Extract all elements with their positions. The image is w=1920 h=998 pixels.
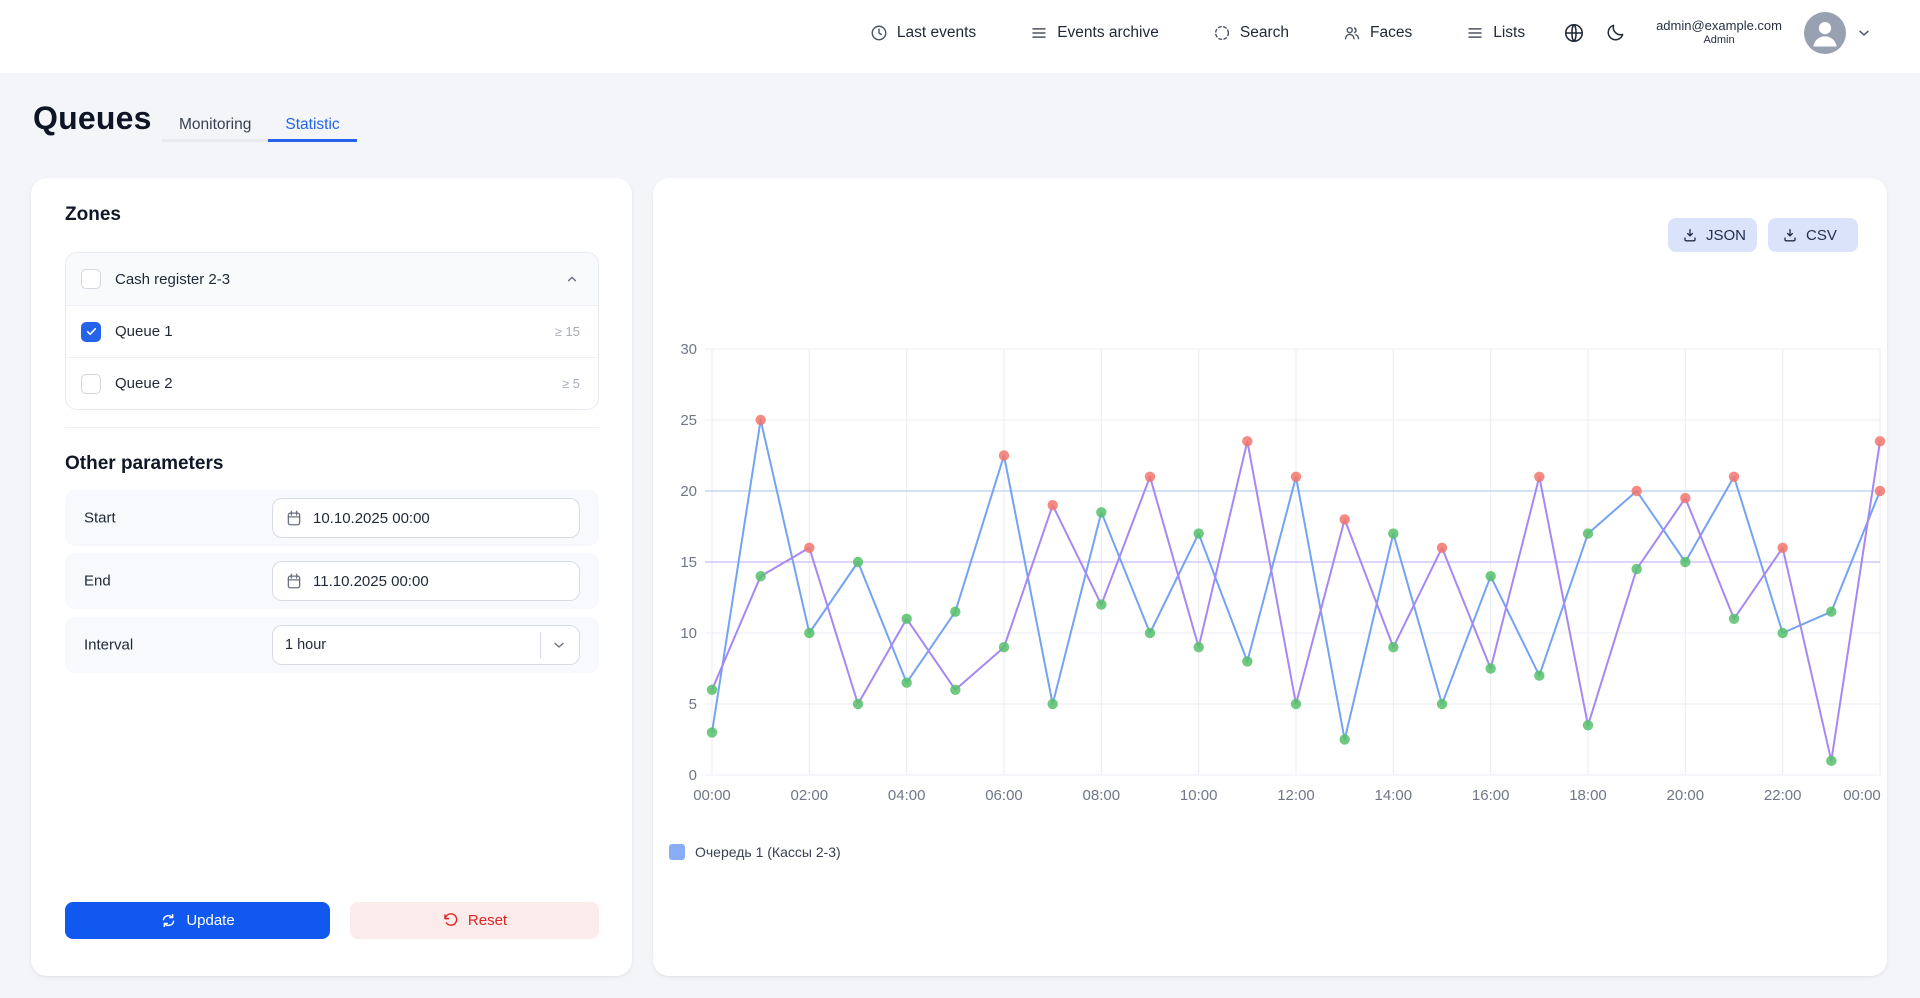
queue-threshold: ≥ 15 (554, 324, 580, 339)
tab-statistic[interactable]: Statistic (268, 108, 357, 142)
interval-param-row: Interval 1 hour (65, 617, 599, 673)
svg-text:25: 25 (680, 412, 697, 429)
queue-2-checkbox[interactable] (81, 373, 101, 394)
zone-group-row[interactable]: Cash register 2-3 (66, 253, 598, 305)
search-icon (1213, 24, 1231, 42)
menu-lines-icon (1030, 24, 1048, 42)
nav-label: Events archive (1057, 23, 1159, 41)
update-label: Update (186, 912, 235, 929)
update-button[interactable]: Update (65, 902, 330, 939)
svg-text:04:00: 04:00 (888, 787, 926, 804)
zones-heading: Zones (65, 204, 121, 225)
start-label: Start (84, 509, 116, 527)
page-title: Queues (33, 100, 152, 136)
select-chevron-down-icon[interactable] (551, 637, 567, 653)
svg-text:10:00: 10:00 (1180, 787, 1218, 804)
download-icon (1782, 227, 1798, 243)
svg-text:02:00: 02:00 (791, 787, 829, 804)
user-info[interactable]: admin@example.com Admin (1656, 18, 1782, 48)
end-date-field[interactable] (272, 561, 580, 601)
user-role: Admin (1703, 33, 1735, 46)
svg-text:15: 15 (680, 554, 697, 571)
dark-mode-moon-icon[interactable] (1605, 22, 1626, 43)
svg-text:16:00: 16:00 (1472, 787, 1510, 804)
nav-label: Lists (1493, 23, 1526, 41)
start-date-field[interactable] (272, 498, 580, 538)
zone-group-label: Cash register 2-3 (115, 270, 231, 288)
reset-button[interactable]: Reset (350, 902, 599, 939)
start-param-row: Start (65, 490, 599, 546)
menu-lines-icon (1466, 24, 1484, 42)
avatar[interactable] (1804, 11, 1846, 54)
svg-text:00:00: 00:00 (693, 787, 731, 804)
svg-text:10: 10 (680, 625, 697, 642)
svg-text:30: 30 (680, 341, 697, 358)
undo-icon (442, 912, 459, 929)
nav-lists[interactable]: Lists (1466, 24, 1525, 42)
legend-color-swatch (669, 844, 685, 860)
export-csv-label: CSV (1806, 226, 1837, 244)
other-parameters-heading: Other parameters (65, 453, 224, 474)
collapse-chevron-up-icon[interactable] (564, 271, 580, 287)
download-icon (1682, 227, 1698, 243)
user-menu-chevron-down-icon[interactable] (1856, 25, 1872, 41)
queue-label: Queue 2 (115, 375, 173, 392)
user-email: admin@example.com (1656, 17, 1782, 33)
export-json-label: JSON (1706, 226, 1747, 244)
end-label: End (84, 572, 111, 590)
queue-threshold: ≥ 5 (562, 376, 580, 391)
faces-icon (1343, 24, 1361, 42)
svg-text:06:00: 06:00 (985, 787, 1023, 804)
refresh-icon (160, 912, 177, 929)
legend-label: Очередь 1 (Кассы 2-3) (695, 844, 841, 860)
reset-label: Reset (467, 912, 508, 929)
tab-monitoring[interactable]: Monitoring (162, 108, 269, 142)
tabs: Monitoring Statistic (162, 108, 357, 142)
section-divider (65, 427, 599, 428)
svg-text:12:00: 12:00 (1277, 787, 1315, 804)
clock-icon (870, 24, 888, 42)
svg-text:00:00: 00:00 (1843, 787, 1881, 804)
svg-text:20: 20 (680, 483, 697, 500)
export-json-button[interactable]: JSON (1668, 218, 1757, 252)
svg-text:22:00: 22:00 (1764, 787, 1802, 804)
end-param-row: End (65, 553, 599, 609)
svg-text:18:00: 18:00 (1569, 787, 1607, 804)
nav-faces[interactable]: Faces (1343, 24, 1412, 42)
select-divider (540, 632, 541, 658)
nav-events-archive[interactable]: Events archive (1030, 24, 1159, 42)
filters-panel: Zones Cash register 2-3 Queue 1 ≥ 15 Que… (31, 178, 632, 976)
nav-label: Faces (1369, 23, 1413, 41)
chart-panel: JSON CSV 0 5 10 15 20 25 30 00:00 02:00 04:00 06:0… (653, 178, 1887, 976)
queue-statistics-line-chart: 0 5 10 15 20 25 30 00:00 02:00 04:00 06:00 08:00 10:… (680, 341, 1886, 804)
interval-label: Interval (84, 636, 134, 654)
queue-label: Queue 1 (115, 323, 173, 340)
queue-1-checkbox[interactable] (81, 321, 101, 342)
zone-group-checkbox[interactable] (81, 269, 101, 289)
nav-label: Last events (896, 23, 977, 41)
svg-text:5: 5 (689, 696, 697, 713)
svg-text:14:00: 14:00 (1375, 787, 1413, 804)
end-date-input[interactable] (313, 572, 567, 590)
top-navigation-bar: Last events Events archive Search Faces … (0, 0, 1920, 73)
queue-row[interactable]: Queue 2 ≥ 5 (66, 357, 598, 409)
svg-text:0: 0 (689, 767, 697, 784)
nav-search[interactable]: Search (1213, 24, 1289, 42)
language-globe-icon[interactable] (1563, 22, 1585, 44)
queue-row[interactable]: Queue 1 ≥ 15 (66, 305, 598, 357)
start-date-input[interactable] (313, 509, 567, 527)
interval-selected-value: 1 hour (285, 637, 327, 653)
export-csv-button[interactable]: CSV (1768, 218, 1858, 252)
chart-legend: Очередь 1 (Кассы 2-3) (669, 844, 841, 860)
interval-select[interactable]: 1 hour (272, 625, 580, 665)
calendar-icon (285, 572, 303, 590)
nav-last-events[interactable]: Last events (870, 24, 976, 42)
zone-list: Cash register 2-3 Queue 1 ≥ 15 Queue 2 ≥… (65, 252, 599, 410)
calendar-icon (285, 509, 303, 527)
svg-text:08:00: 08:00 (1083, 787, 1121, 804)
svg-text:20:00: 20:00 (1667, 787, 1705, 804)
nav-label: Search (1239, 23, 1289, 41)
